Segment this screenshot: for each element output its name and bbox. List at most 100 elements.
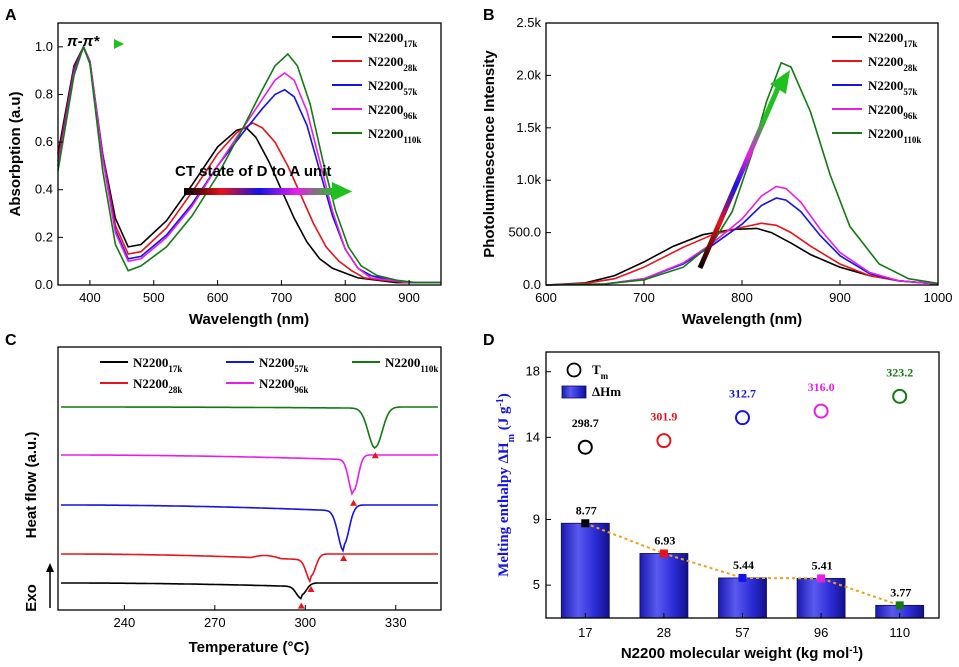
- legend-label-28k: N220028k: [133, 376, 182, 395]
- tm-circle-57: [735, 410, 750, 426]
- tm-circle-28: [656, 433, 672, 449]
- panel-b: B 600 700 800 900 1000 0.0 500.0 1.0k 1.5k 2.0k 2.…: [481, 7, 952, 328]
- series-line-28k: [545, 222, 939, 286]
- panel-a-ylabel: Absorbption (a.u): [7, 92, 24, 217]
- x-tick-label: 800: [731, 290, 753, 305]
- x-tick-label: 240: [113, 615, 135, 630]
- panel-a-legend: N220017k N220028k N220057k N220096k N2200110…: [332, 30, 421, 145]
- x-tick-label: 110: [889, 625, 910, 640]
- y-tick-label: 1.0k: [516, 172, 541, 187]
- ct-arrow-head: [332, 182, 352, 201]
- melting-peak-marker: [371, 452, 379, 459]
- panel-c-xlabel: Temperature (°C): [189, 639, 310, 656]
- x-tick-label: 800: [334, 290, 356, 305]
- tm-circle-110: [892, 388, 908, 404]
- x-tick-label: 400: [79, 290, 101, 305]
- panel-b-ticks: 600 700 800 900 1000 0.0 500.0 1.0k 1.5k 2.0k 2.5k: [508, 15, 952, 305]
- panel-d-xlabel-main: N2200 molecular weight (kg mol: [621, 645, 849, 662]
- y-tick-label: 0.0: [35, 277, 53, 292]
- x-tick-label: 900: [398, 290, 420, 305]
- dh-marker-17: [581, 519, 590, 528]
- ct-annotation: CT state of D to A unit: [175, 163, 331, 180]
- series-line-110k: [57, 44, 441, 284]
- dh-trend-line: [584, 522, 901, 607]
- tm-value-label: 323.2: [886, 365, 913, 379]
- y-tick-label: 500.0: [508, 225, 541, 240]
- y-tick-label: 0.8: [35, 86, 53, 101]
- panel-a-ticks: 400 500 600 700 800 900 0.0 0.2 0.4 0.6 0.8 1.0: [35, 39, 420, 305]
- legend-label-110k: N2200110k: [368, 126, 421, 145]
- panel-c-ticks: 240 270 300 330: [113, 605, 407, 630]
- legend-label-17k: N220017k: [868, 30, 917, 49]
- x-tick-label: 900: [829, 290, 851, 305]
- dh-marker-96: [817, 574, 826, 583]
- panel-c-curves: [61, 406, 438, 609]
- dsc-trace-110k: [61, 406, 438, 450]
- dh-marker-110: [895, 601, 904, 610]
- legend-label-17k: N220017k: [368, 30, 417, 49]
- x-tick-label: 28: [657, 625, 671, 640]
- x-tick-label: 500: [143, 290, 165, 305]
- panel-d-ylabel: Melting enthalpy ΔHm (J g-1): [495, 393, 517, 577]
- x-tick-label: 96: [814, 625, 828, 640]
- panel-d: D 8.77 6.93 5.44 5.41 3.77 298.7 301.9 312.7 316…: [483, 332, 940, 662]
- legend-label-96k: N220096k: [868, 102, 917, 121]
- bar-57: [718, 577, 767, 619]
- y-tick-label: 1.5k: [516, 120, 541, 135]
- panel-a: A 400 500 600 700 800 900 0.0 0.2 0.4 0.6 0.8 1.0 W…: [5, 7, 442, 328]
- melting-peak-marker: [307, 586, 315, 592]
- x-tick-label: 1000: [924, 290, 953, 305]
- x-tick-label: 330: [385, 615, 407, 630]
- y-tick-label: 18: [526, 364, 540, 379]
- dh-value-label: 8.77: [576, 503, 597, 517]
- panel-c-legend: N220017k N220057k N2200110k N220028k N220096…: [100, 355, 438, 395]
- y-tick-label: 0.0: [523, 277, 541, 292]
- x-tick-label: 700: [633, 290, 655, 305]
- panel-c-ylabel: Heat flow (a.u.): [23, 432, 40, 539]
- panel-c: C 240 270 300 330 Temperature (°C) Heat flo…: [5, 332, 442, 656]
- bar-17: [560, 522, 610, 619]
- pl-trend-arrow-head: [770, 70, 790, 94]
- x-tick-label: 600: [207, 290, 229, 305]
- y-tick-label: 9: [533, 511, 540, 526]
- legend-label-17k: N220017k: [133, 355, 182, 374]
- y-tick-label: 0.4: [35, 182, 53, 197]
- series-line-96k: [545, 185, 939, 286]
- legend-label-110k: N2200110k: [385, 355, 438, 374]
- panel-label-b: B: [483, 7, 495, 24]
- legend-tm-circle: [566, 362, 582, 378]
- dsc-trace-96k: [61, 454, 438, 496]
- bar-28: [639, 553, 689, 619]
- legend-label-28k: N220028k: [868, 54, 917, 73]
- x-tick-label: 270: [204, 615, 226, 630]
- dh-value-label: 5.41: [812, 558, 833, 572]
- tm-circle-17: [577, 439, 593, 455]
- y-tick-label: 2.0k: [516, 67, 541, 82]
- x-tick-label: 57: [735, 625, 749, 640]
- dsc-trace-57k: [61, 504, 438, 553]
- legend-label-96k: N220096k: [259, 376, 308, 395]
- dh-marker-57: [738, 573, 747, 582]
- panel-label-c: C: [5, 332, 17, 349]
- tm-value-label: 298.7: [572, 416, 599, 430]
- legend-label-96k: N220096k: [368, 102, 417, 121]
- dh-value-label: 3.77: [890, 585, 911, 599]
- melting-peak-marker: [297, 602, 305, 609]
- panel-a-xlabel: Wavelength (nm): [189, 311, 309, 328]
- y-tick-label: 0.6: [35, 134, 53, 149]
- panel-b-ylabel: Photoluminescence Intensity: [481, 50, 498, 258]
- legend-label-57k: N220057k: [368, 78, 417, 97]
- y-tick-label: 5: [533, 577, 540, 592]
- legend-dh-label: ΔHm: [592, 384, 621, 399]
- legend-label-28k: N220028k: [368, 54, 417, 73]
- melting-peak-marker: [340, 555, 348, 561]
- x-tick-label: 700: [271, 290, 293, 305]
- tm-value-label: 312.7: [729, 387, 756, 401]
- dsc-trace-17k: [61, 582, 438, 600]
- panel-b-xlabel: Wavelength (nm): [682, 311, 802, 328]
- melting-peak-marker: [350, 499, 358, 506]
- pl-trend-arrow-shaft: [697, 87, 781, 269]
- x-tick-label: 600: [535, 290, 557, 305]
- y-tick-label: 14: [526, 429, 540, 444]
